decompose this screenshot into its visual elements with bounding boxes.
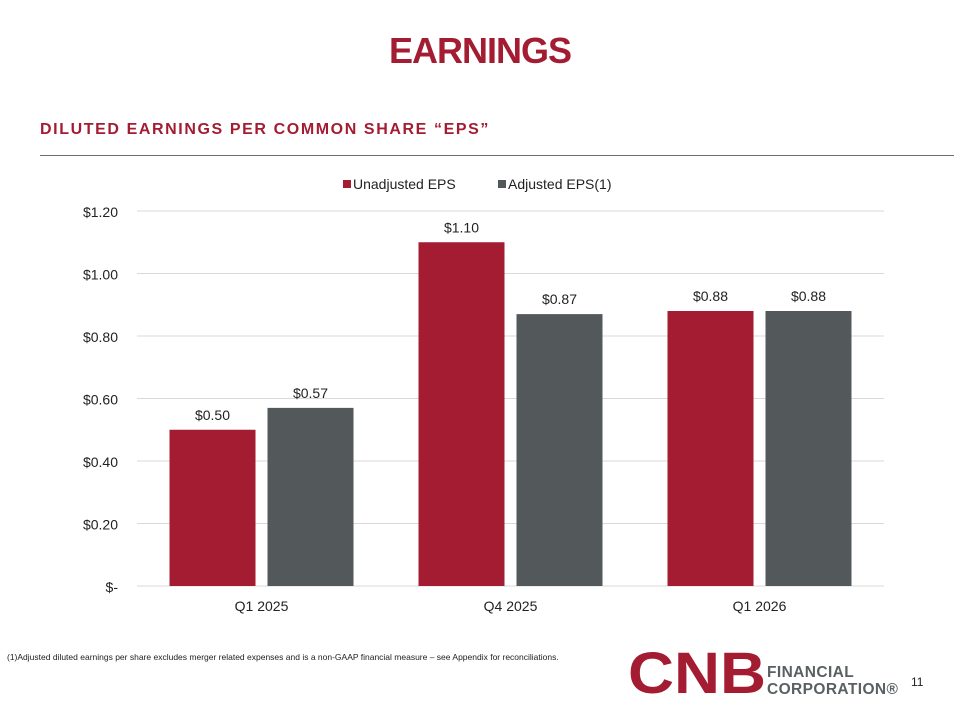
logo-mark-text: CNB — [628, 645, 766, 697]
company-name-line2: CORPORATION® — [767, 681, 899, 698]
title-divider — [40, 155, 954, 156]
bar-unadjusted — [667, 311, 754, 586]
eps-bar-chart: $- $0.20 $0.40 $0.60 $0.80 $1.00 $1.20 $0.50 $0.… — [83, 176, 884, 614]
page-title: EARNINGS — [388, 30, 572, 71]
y-tick-label: $1.00 — [83, 267, 118, 283]
page-number: 11 — [911, 675, 924, 689]
bar-unadjusted — [418, 242, 505, 586]
data-label: $1.10 — [444, 219, 479, 235]
bar-adjusted — [516, 314, 603, 586]
company-name: FINANCIAL CORPORATION® — [767, 664, 898, 698]
legend-swatch — [498, 180, 506, 188]
data-label: $0.50 — [195, 407, 230, 423]
y-tick-label: $0.20 — [83, 517, 118, 533]
legend-label: Unadjusted EPS — [353, 176, 456, 192]
chart-subtitle: DILUTED EARNINGS PER COMMON SHARE “EPS” — [40, 121, 490, 138]
footnote: (1)Adjusted diluted earnings per share e… — [7, 652, 559, 662]
bar-unadjusted — [169, 429, 256, 586]
x-tick-label: Q1 2025 — [235, 598, 289, 614]
bar-adjusted — [267, 407, 354, 586]
data-label: $0.87 — [542, 291, 577, 307]
company-name-line1: FINANCIAL — [767, 664, 855, 681]
y-tick-label: $0.80 — [83, 329, 118, 345]
bar-adjusted — [765, 311, 852, 586]
y-tick-label: $1.20 — [83, 204, 118, 220]
data-label: $0.88 — [693, 288, 728, 304]
y-tick-label: $0.60 — [83, 392, 118, 408]
y-tick-label: $- — [106, 579, 119, 595]
cnb-logo-mark: CNB — [628, 645, 766, 697]
data-label: $0.88 — [791, 288, 826, 304]
x-tick-label: Q4 2025 — [484, 598, 538, 614]
data-label: $0.57 — [293, 385, 328, 401]
legend-swatch — [343, 180, 351, 188]
x-tick-label: Q1 2026 — [733, 598, 787, 614]
y-tick-label: $0.40 — [83, 454, 118, 470]
legend-label: Adjusted EPS(1) — [508, 176, 612, 192]
